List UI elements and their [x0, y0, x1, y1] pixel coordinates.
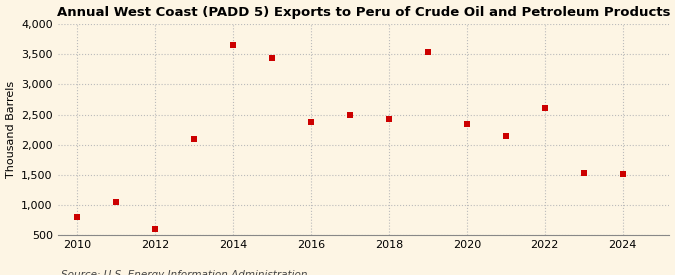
Title: Annual West Coast (PADD 5) Exports to Peru of Crude Oil and Petroleum Products: Annual West Coast (PADD 5) Exports to Pe…: [57, 6, 670, 18]
Y-axis label: Thousand Barrels: Thousand Barrels: [5, 81, 16, 178]
Point: [227, 43, 238, 47]
Point: [306, 120, 317, 124]
Point: [344, 112, 355, 117]
Point: [578, 170, 589, 175]
Point: [539, 106, 550, 111]
Point: [462, 121, 472, 126]
Point: [500, 133, 511, 138]
Point: [617, 172, 628, 176]
Point: [111, 200, 122, 204]
Point: [383, 117, 394, 122]
Point: [423, 50, 433, 54]
Point: [72, 215, 82, 219]
Point: [150, 227, 161, 232]
Point: [188, 136, 199, 141]
Text: Source: U.S. Energy Information Administration: Source: U.S. Energy Information Administ…: [61, 271, 307, 275]
Point: [267, 56, 277, 60]
